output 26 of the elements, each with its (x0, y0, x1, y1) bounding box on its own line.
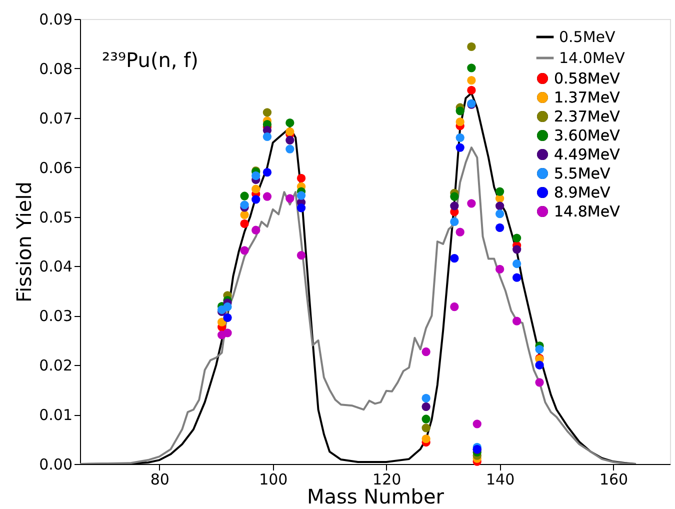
y-tick-label: 0.05 (39, 208, 72, 226)
legend-label: 14.8MeV (554, 202, 621, 220)
x-tick-label: 160 (599, 470, 628, 488)
y-tick-label: 0.06 (39, 158, 72, 177)
legend-label: 4.49MeV (554, 146, 621, 164)
legend-label: 5.5MeV (554, 164, 612, 182)
y-tick-label: 0.00 (39, 456, 72, 474)
x-tick-label: 100 (259, 470, 288, 488)
y-tick-label: 0.03 (39, 307, 72, 326)
x-tick-label: 140 (486, 470, 515, 488)
legend-label: 3.60MeV (554, 126, 621, 144)
x-tick-label: 80 (150, 470, 170, 488)
legend-label: 1.37MeV (554, 88, 621, 106)
y-tick-label: 0.09 (39, 10, 72, 28)
legend-label: 2.37MeV (554, 108, 621, 126)
legend-label: 0.58MeV (554, 70, 621, 88)
y-tick-label: 0.08 (39, 60, 72, 78)
y-axis-title: Fission Yield (12, 182, 36, 302)
legend-label: 0.5MeV (559, 28, 616, 46)
y-tick-label: 0.01 (39, 406, 72, 424)
legend-label: 8.9MeV (554, 184, 612, 202)
annotation: ²³⁹Pu(n, f) (102, 48, 198, 72)
y-tick-label: 0.07 (39, 109, 72, 128)
legend-label: 14.0MeV (559, 49, 626, 67)
y-tick-label: 0.04 (39, 258, 72, 276)
y-tick-label: 0.02 (39, 356, 72, 375)
